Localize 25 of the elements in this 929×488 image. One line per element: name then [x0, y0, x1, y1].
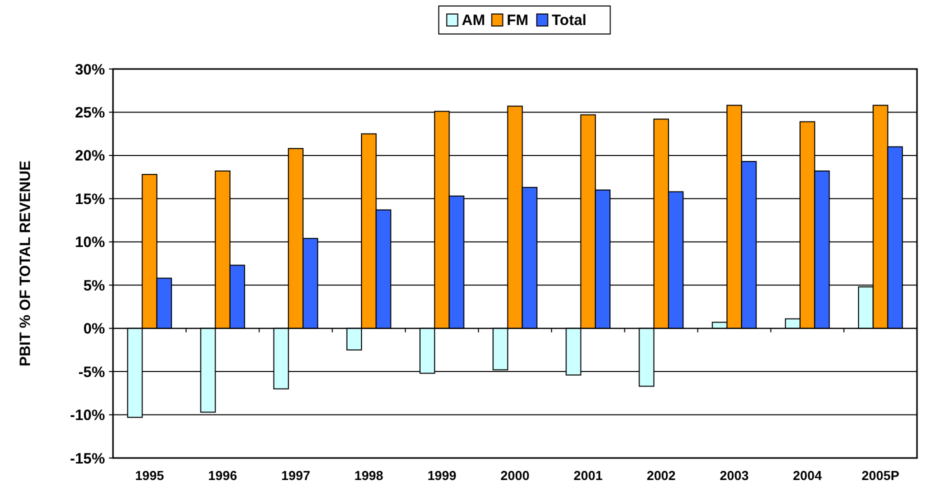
x-tick-label: 2000 [500, 468, 530, 483]
x-tick-label: 2003 [720, 468, 749, 483]
y-tick-label: 15% [74, 190, 105, 208]
y-tick-label: 20% [74, 148, 105, 165]
x-tick-label: 2005P [862, 468, 900, 483]
y-tick-label: 30% [74, 61, 105, 78]
y-tick-label: 10% [74, 234, 105, 252]
x-tick-label: 2004 [792, 468, 823, 483]
x-tick-label: 1995 [135, 468, 164, 483]
x-tick-label: 1997 [281, 468, 310, 483]
x-tick-label: 1998 [354, 468, 384, 483]
x-tick-label: 2001 [574, 468, 603, 483]
legend-label: AM [462, 12, 486, 29]
x-tick-label: 1996 [208, 468, 238, 483]
legend-label: FM [506, 12, 528, 29]
y-axis-title: PBIT % OF TOTAL REVENUE [17, 160, 34, 366]
y-tick-label: -15% [70, 450, 105, 468]
y-tick-label: -5% [78, 364, 105, 381]
x-tick-label: 2002 [646, 468, 676, 483]
y-tick-label: 5% [83, 277, 105, 294]
y-tick-label: 25% [74, 104, 105, 122]
legend-label: Total [552, 12, 586, 29]
x-tick-label: 1999 [427, 468, 456, 483]
y-tick-label: -10% [70, 407, 105, 424]
y-tick-label: 0% [83, 320, 105, 338]
